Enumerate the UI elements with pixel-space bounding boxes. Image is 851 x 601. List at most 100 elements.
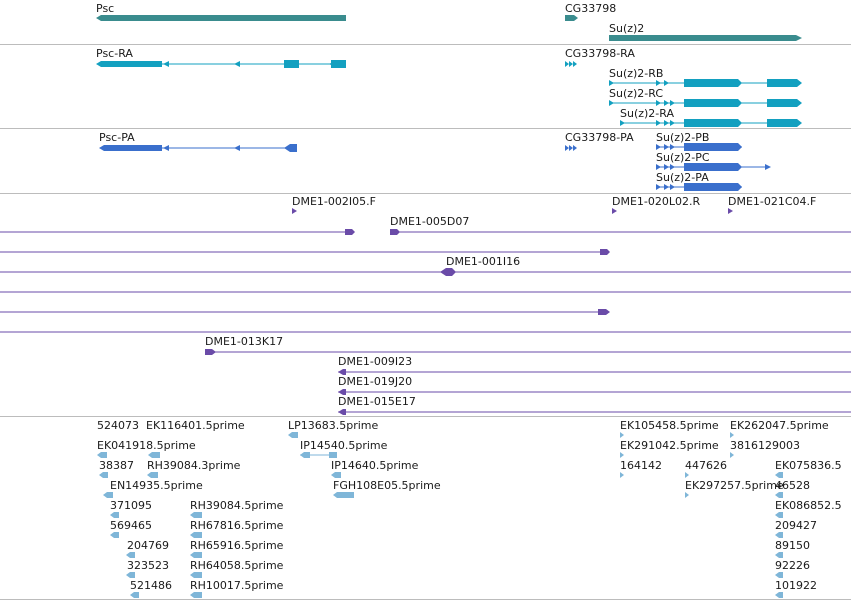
est-marker[interactable]	[775, 572, 783, 578]
est-marker[interactable]	[126, 572, 135, 578]
transcript-label[interactable]: Su(z)2-RC	[609, 87, 664, 100]
est-label[interactable]: 371095	[110, 499, 152, 512]
transcript-label[interactable]: Psc-RA	[96, 47, 133, 60]
clone-line[interactable]	[390, 229, 851, 235]
est-label[interactable]: 164142	[620, 459, 662, 472]
est-marker[interactable]	[97, 452, 107, 458]
clone-line[interactable]	[338, 409, 851, 415]
clone-label[interactable]: DME1-002I05.F	[292, 195, 376, 208]
gene-feature-suz2[interactable]	[609, 35, 802, 41]
est-label[interactable]: 447626	[685, 459, 727, 472]
est-label[interactable]: FGH108E05.5prime	[333, 479, 441, 492]
transcript-psc-ra[interactable]	[96, 60, 346, 68]
clone-label[interactable]: DME1-021C04.F	[728, 195, 817, 208]
est-label[interactable]: EK086852.5	[775, 499, 842, 512]
est-label[interactable]: RH10017.5prime	[190, 579, 284, 592]
protein-suz2-pa[interactable]	[656, 183, 742, 191]
est-marker[interactable]	[110, 532, 119, 538]
gene-feature-psc[interactable]	[96, 15, 346, 21]
est-label[interactable]: RH67816.5prime	[190, 519, 284, 532]
clone-label[interactable]: DME1-001I16	[446, 255, 521, 268]
protein-cg33798-pa[interactable]	[565, 145, 577, 151]
est-marker[interactable]	[190, 592, 202, 598]
clone-marker[interactable]	[292, 208, 297, 214]
est-label[interactable]: 3816129003	[730, 439, 800, 452]
est-label[interactable]: 569465	[110, 519, 152, 532]
est-marker[interactable]	[190, 512, 202, 518]
est-marker[interactable]	[775, 472, 783, 478]
est-marker[interactable]	[685, 472, 689, 478]
est-marker[interactable]	[148, 452, 160, 458]
est-marker[interactable]	[333, 492, 354, 498]
est-label[interactable]: 46528	[775, 479, 810, 492]
protein-label[interactable]: CG33798-PA	[565, 131, 634, 144]
clone-line[interactable]	[0, 229, 355, 235]
est-label[interactable]: IP14640.5prime	[331, 459, 419, 472]
est-label[interactable]: RH65916.5prime	[190, 539, 284, 552]
clone-label[interactable]: DME1-020L02.R	[612, 195, 701, 208]
protein-label[interactable]: Psc-PA	[99, 131, 135, 144]
est-marker[interactable]	[190, 532, 202, 538]
est-marker[interactable]	[130, 592, 139, 598]
est-label[interactable]: RH64058.5prime	[190, 559, 284, 572]
est-label[interactable]: EK297257.5prime	[685, 479, 784, 492]
clone-line[interactable]	[338, 389, 851, 395]
clone-line[interactable]	[338, 369, 851, 375]
clone-line[interactable]	[0, 309, 610, 315]
gene-label-cg33798[interactable]: CG33798	[565, 2, 617, 15]
clone-marker[interactable]	[612, 208, 617, 214]
transcript-suz2-rb[interactable]	[609, 79, 802, 87]
est-marker[interactable]	[775, 492, 783, 498]
est-marker[interactable]	[190, 552, 202, 558]
gene-label-psc[interactable]: Psc	[96, 2, 115, 15]
est-marker[interactable]	[620, 452, 624, 458]
est-marker[interactable]	[620, 432, 624, 438]
est-marker[interactable]	[331, 472, 341, 478]
transcript-label[interactable]: Su(z)2-RA	[620, 107, 675, 120]
est-label[interactable]: EK041918.5prime	[97, 439, 196, 452]
transcript-label[interactable]: CG33798-RA	[565, 47, 635, 60]
est-marker[interactable]	[147, 472, 158, 478]
est-marker[interactable]	[775, 592, 783, 598]
transcript-cg33798-ra[interactable]	[565, 61, 577, 67]
protein-label[interactable]: Su(z)2-PA	[656, 171, 709, 184]
protein-suz2-pc[interactable]	[656, 163, 771, 171]
est-label[interactable]: IP14540.5prime	[300, 439, 388, 452]
est-marker[interactable]	[620, 472, 624, 478]
clone-label[interactable]: DME1-009I23	[338, 355, 413, 368]
est-marker[interactable]	[685, 492, 689, 498]
clone-marker[interactable]	[728, 208, 733, 214]
transcript-suz2-rc[interactable]	[609, 99, 802, 107]
est-label[interactable]: 92226	[775, 559, 810, 572]
clone-label[interactable]: DME1-005D07	[390, 215, 470, 228]
est-label[interactable]: 89150	[775, 539, 810, 552]
protein-suz2-pb[interactable]	[656, 143, 742, 151]
est-marker[interactable]	[99, 472, 108, 478]
est-label[interactable]: EK075836.5	[775, 459, 842, 472]
est-label[interactable]: 38387	[99, 459, 134, 472]
est-label[interactable]: 521486	[130, 579, 172, 592]
transcript-label[interactable]: Su(z)2-RB	[609, 67, 664, 80]
est-label[interactable]: EK291042.5prime	[620, 439, 719, 452]
protein-psc-pa[interactable]	[99, 144, 297, 152]
est-label[interactable]: 204769	[127, 539, 169, 552]
est-label[interactable]: 209427	[775, 519, 817, 532]
clone-label[interactable]: DME1-019J20	[338, 375, 413, 388]
est-label[interactable]: EN14935.5prime	[110, 479, 203, 492]
clone-line[interactable]	[0, 268, 851, 276]
est-marker[interactable]	[288, 432, 298, 438]
clone-line[interactable]	[205, 349, 851, 355]
est-label[interactable]: 101922	[775, 579, 817, 592]
protein-label[interactable]: Su(z)2-PB	[656, 131, 710, 144]
est-marker[interactable]	[730, 452, 734, 458]
est-marker[interactable]	[300, 452, 337, 458]
protein-label[interactable]: Su(z)2-PC	[656, 151, 710, 164]
gene-label-suz2[interactable]: Su(z)2	[609, 22, 645, 35]
clone-line[interactable]	[0, 249, 610, 255]
est-label[interactable]: 323523	[127, 559, 169, 572]
transcript-suz2-ra[interactable]	[620, 119, 802, 127]
est-marker[interactable]	[126, 552, 135, 558]
clone-label[interactable]: DME1-013K17	[205, 335, 284, 348]
clone-label[interactable]: DME1-015E17	[338, 395, 416, 408]
est-label[interactable]: RH39084.5prime	[190, 499, 284, 512]
